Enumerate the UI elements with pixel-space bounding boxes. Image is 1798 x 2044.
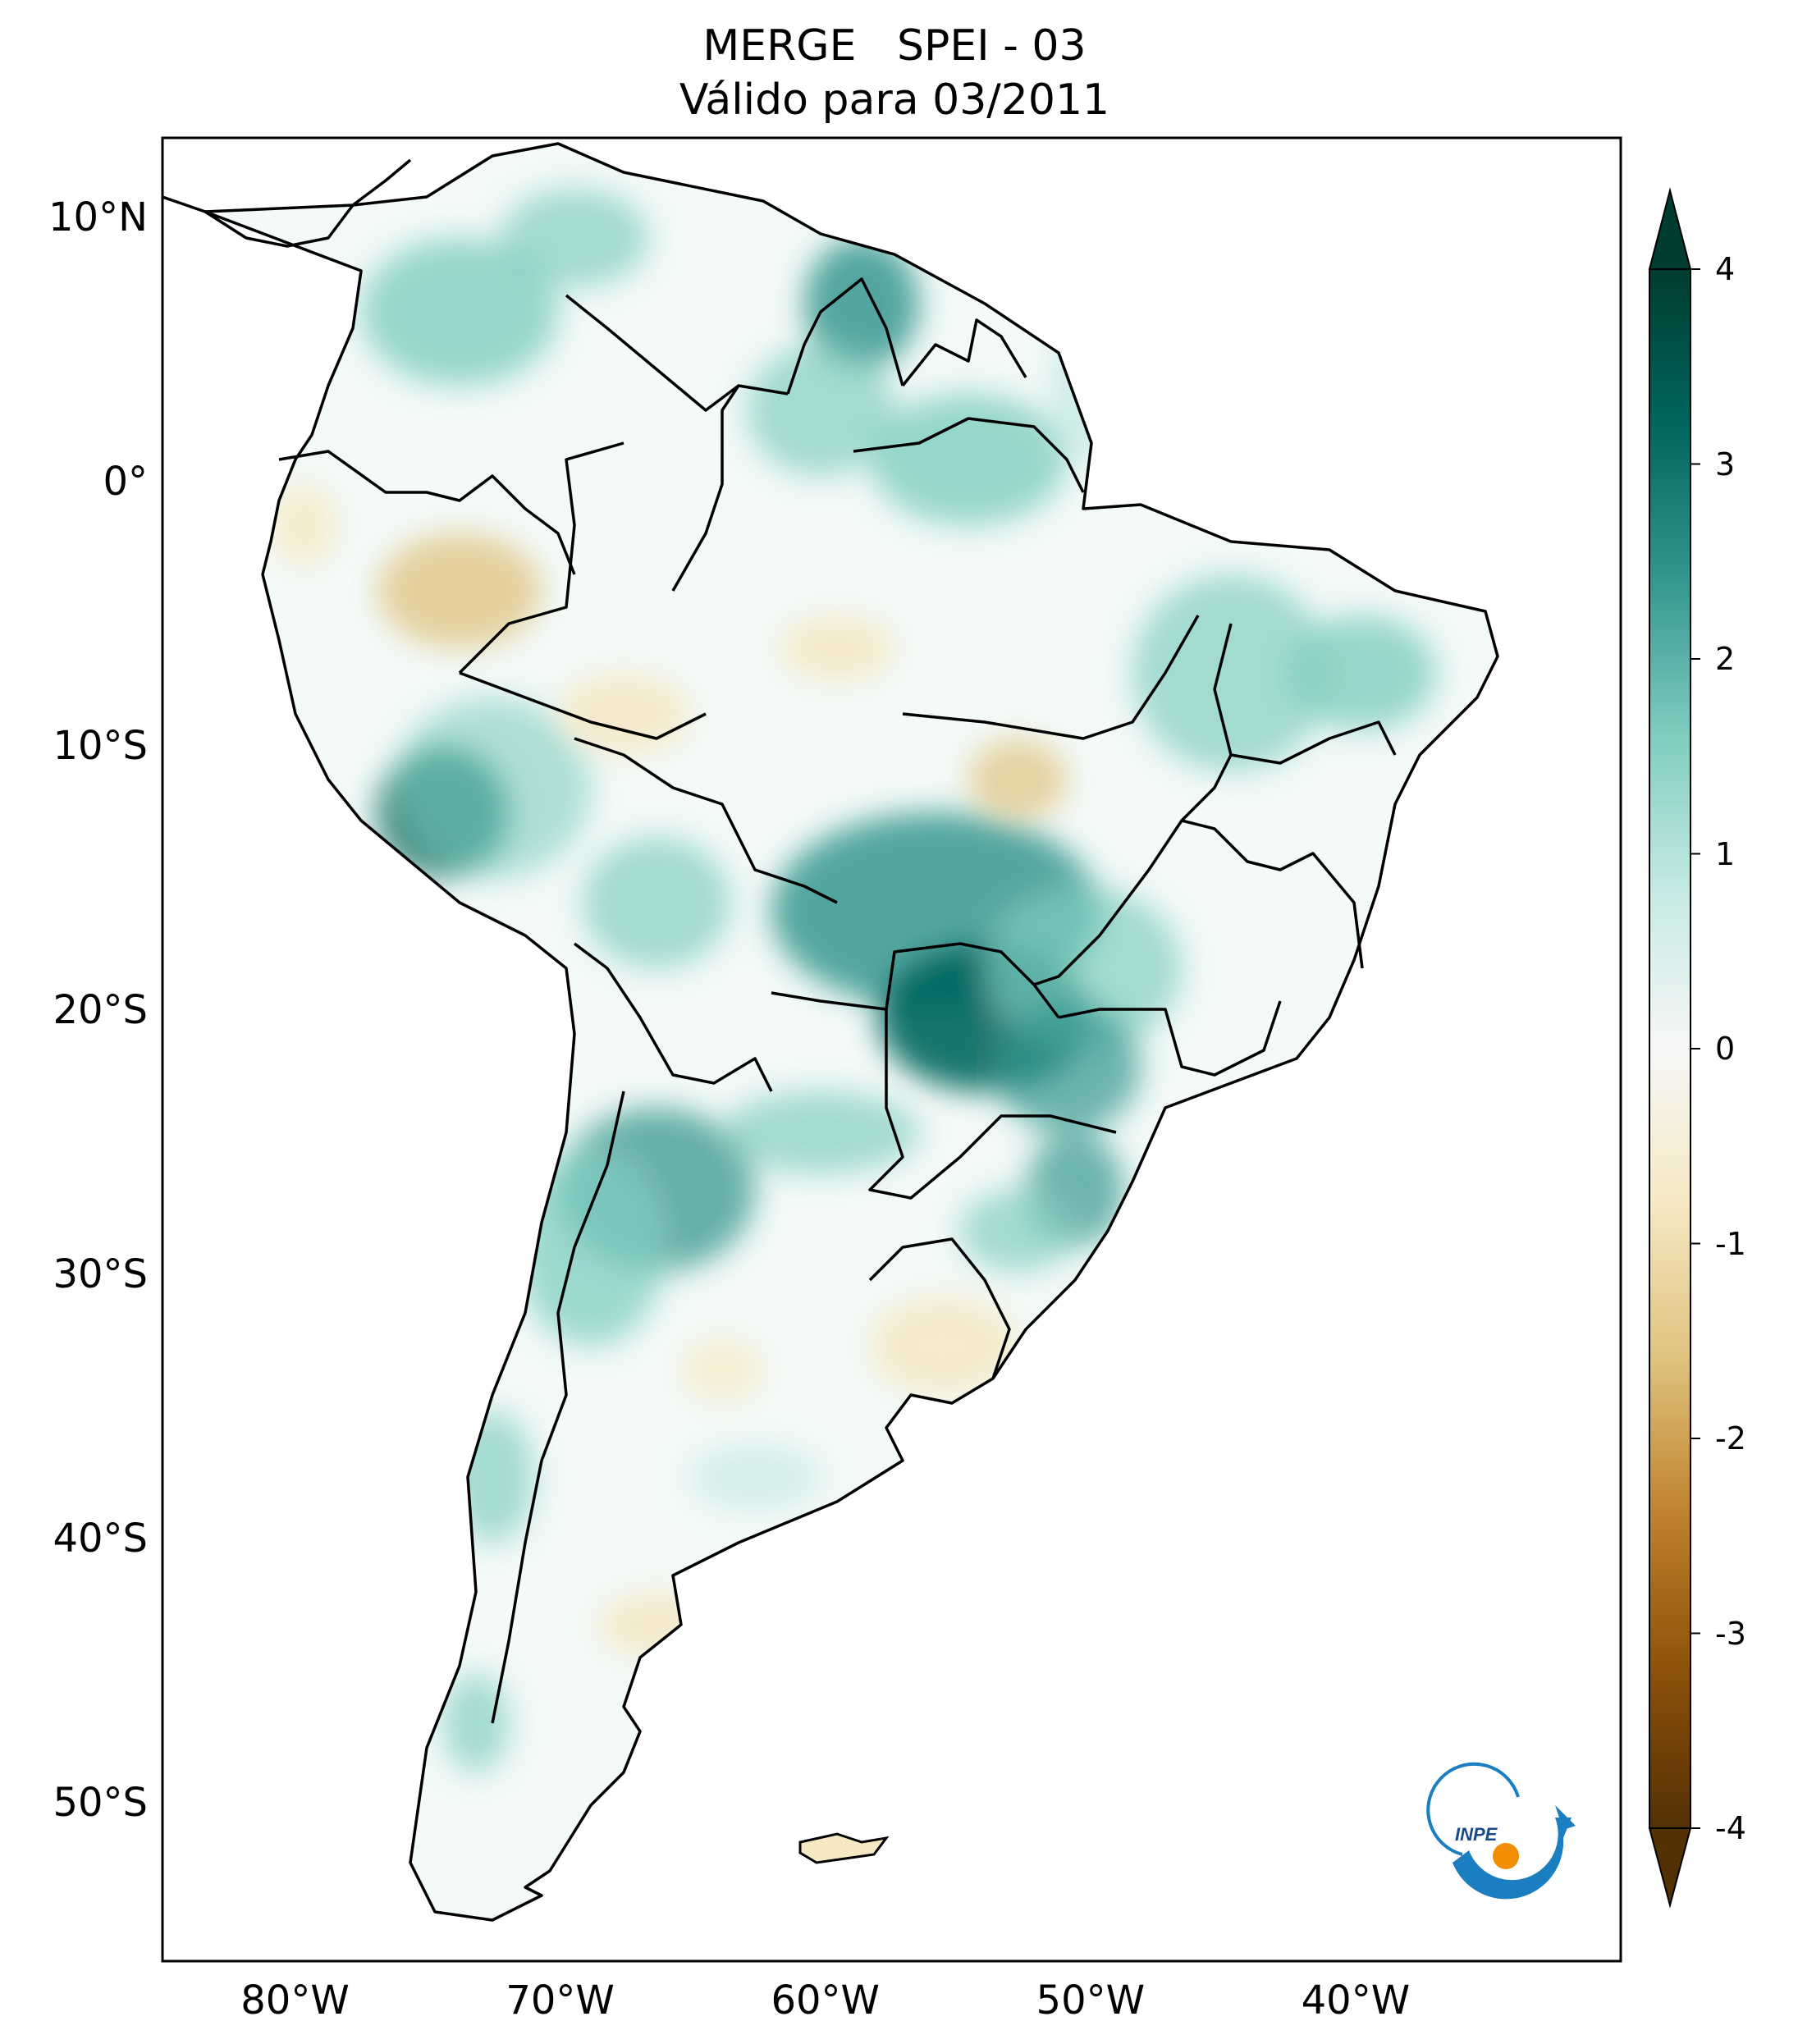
brazil-states-southeast (1058, 1000, 1282, 1077)
chile-argentina-bolivia-border (573, 942, 773, 1092)
colorbar-tick-label: 2 (1715, 641, 1736, 677)
paraguay-brazil-border (885, 942, 1060, 1019)
central-america-border (162, 158, 412, 248)
brazil-states-north (902, 615, 1200, 740)
colorbar-tick-label: 0 (1715, 1031, 1736, 1067)
colorbar-tick-label: 3 (1715, 446, 1736, 482)
lon-tick-label: 40°W (1301, 1978, 1411, 2023)
brazil-peru-border (459, 671, 707, 740)
guyana-suriname-border (901, 318, 1027, 387)
brazil-guianas-border (853, 417, 1085, 493)
colorbar (1648, 187, 1700, 1909)
lat-tick-label: 20°S (53, 986, 148, 1033)
colombia-peru-border (458, 441, 624, 674)
colorbar-ticks (1690, 268, 1700, 1829)
falkland-islands (798, 1832, 890, 1864)
lat-tick-label: 10°S (53, 722, 148, 769)
inpe-logo-dot (1493, 1843, 1519, 1869)
chile-argentina-border (491, 1091, 625, 1724)
lat-tick-label: 0° (103, 458, 148, 505)
brazil-states-northeast (1230, 720, 1397, 765)
colorbar-bar (1649, 268, 1691, 1829)
inpe-logo: INPE (1426, 1762, 1576, 1900)
colombia-brazil-border (671, 384, 789, 592)
inpe-logo-text: INPE (1455, 1824, 1498, 1845)
colorbar-tick-label: -4 (1715, 1810, 1746, 1846)
lon-tick-label: 50°W (1036, 1978, 1146, 2023)
colorbar-extend-min (1648, 1827, 1692, 1909)
brazil-bolivia-border (574, 737, 838, 904)
lat-tick-label: 30°S (53, 1251, 148, 1297)
colorbar-tick-label: 1 (1715, 835, 1736, 872)
lon-tick-label: 80°W (240, 1978, 350, 2023)
colorbar-extend-max (1648, 187, 1692, 270)
brazil-states-east (1181, 819, 1364, 969)
wet-anomalies (361, 189, 1436, 1772)
lat-tick-label: 50°S (53, 1779, 148, 1826)
paraguay-border (771, 991, 962, 1200)
colorbar-tick-label: 4 (1715, 251, 1736, 287)
colombia-venezuela-border (565, 294, 740, 412)
uruguay-border (868, 1237, 1011, 1379)
venezuela-guyana-border (786, 277, 904, 395)
lon-tick-label: 70°W (506, 1978, 615, 2023)
map-title: MERGE SPEI - 03 (702, 21, 1087, 71)
lat-tick-label: 10°N (48, 194, 148, 240)
lat-tick-label: 40°S (53, 1515, 148, 1562)
colorbar-tick-label: -3 (1715, 1615, 1746, 1652)
lon-tick-label: 60°W (771, 1978, 880, 2023)
brazil-states-south (958, 1114, 1117, 1159)
ecuador-peru-border (278, 450, 576, 575)
colorbar-tick-label: -1 (1715, 1225, 1746, 1262)
colorbar-tick-label: -2 (1715, 1420, 1746, 1456)
borders (162, 142, 1499, 1922)
map-subtitle: Válido para 03/2011 (679, 75, 1110, 125)
